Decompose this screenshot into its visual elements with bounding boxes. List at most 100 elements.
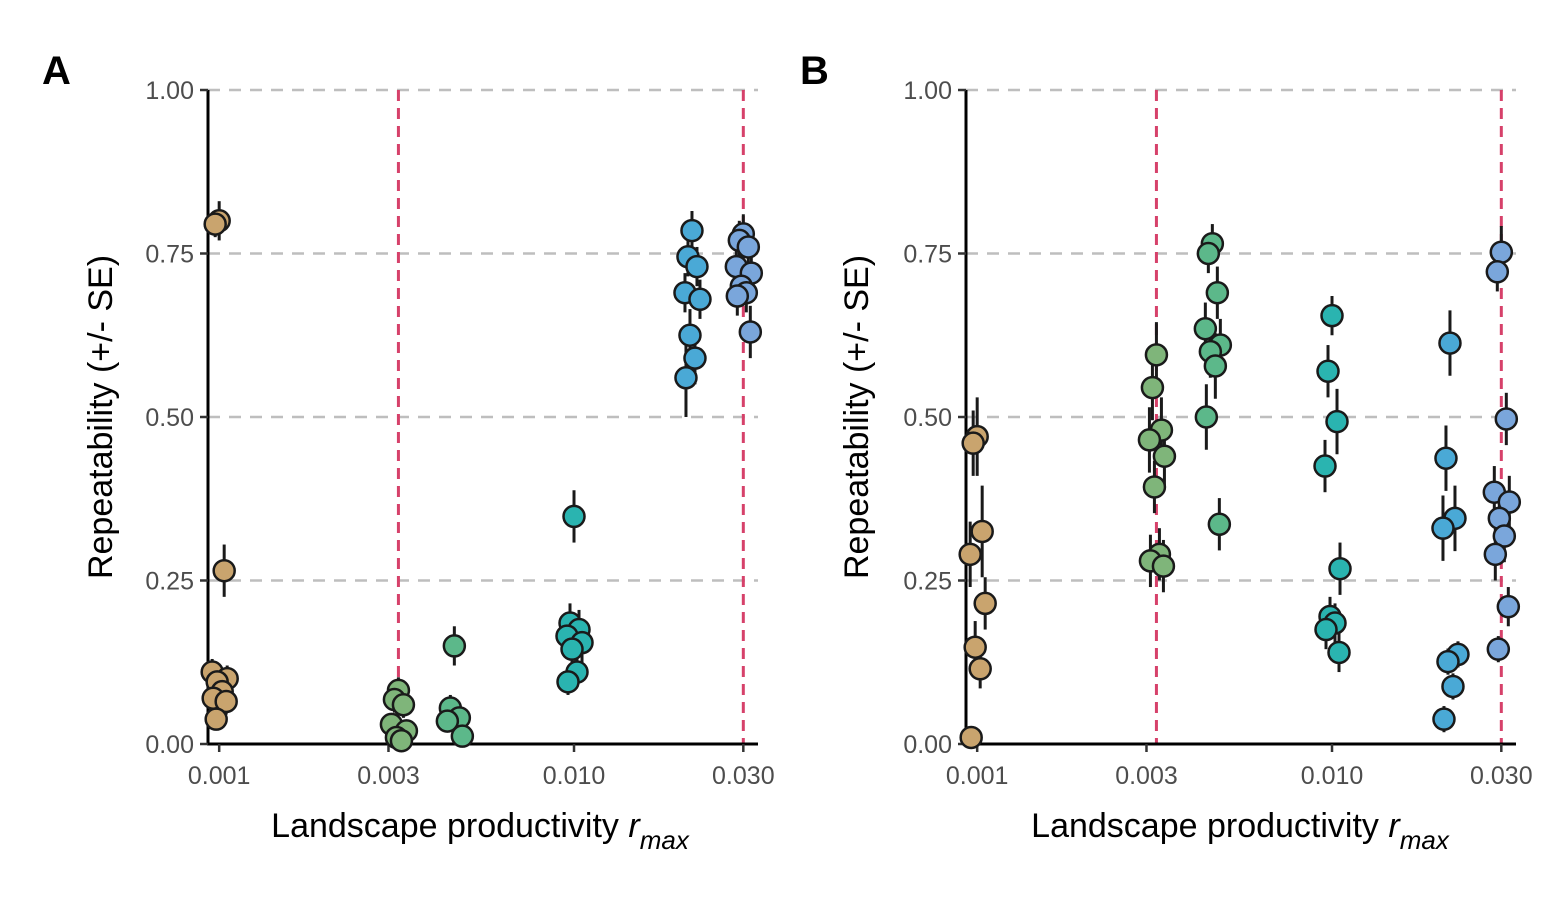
data-point — [1432, 707, 1456, 731]
data-point — [1313, 454, 1337, 478]
data-point — [680, 218, 704, 243]
data-point — [1320, 303, 1344, 328]
data-point — [1205, 280, 1230, 305]
x-tick-label: 0.010 — [543, 762, 606, 790]
data-point — [212, 558, 236, 583]
data-point — [1436, 649, 1460, 674]
data-point — [1486, 637, 1511, 661]
data-point — [963, 635, 987, 659]
data-point — [968, 657, 992, 681]
data-point — [1196, 241, 1221, 266]
series-group — [673, 210, 712, 417]
series-group — [1313, 296, 1352, 673]
series-group — [1431, 310, 1470, 733]
data-point — [1152, 444, 1177, 468]
data-point — [556, 670, 580, 694]
data-point — [1142, 475, 1167, 499]
series-group — [1137, 322, 1177, 593]
data-point — [1431, 516, 1455, 540]
data-point — [1207, 512, 1232, 537]
data-point — [204, 707, 228, 731]
series-group — [1482, 226, 1522, 663]
data-point — [1140, 375, 1165, 400]
data-point — [1494, 407, 1519, 431]
data-point — [1137, 428, 1162, 452]
data-point — [961, 431, 985, 455]
data-point — [674, 366, 698, 390]
data-point — [1438, 331, 1462, 355]
data-point — [560, 637, 584, 661]
y-tick-label: 0.75 — [903, 241, 952, 269]
x-tick-label: 0.001 — [188, 762, 251, 790]
x-tick-label: 0.030 — [1470, 762, 1533, 790]
data-point — [685, 254, 709, 279]
data-point — [1434, 446, 1458, 470]
data-point — [970, 519, 994, 544]
x-axis-title: Landscape productivity rmax — [1031, 807, 1450, 855]
data-point — [1314, 617, 1338, 642]
x-tick-label: 0.010 — [1301, 762, 1364, 790]
data-point — [1151, 554, 1176, 578]
series-group — [555, 490, 594, 695]
data-point — [683, 346, 707, 370]
x-axis-title-main: Landscape productivity — [271, 807, 628, 845]
data-point — [203, 212, 227, 236]
y-tick-label: 0.50 — [145, 404, 194, 432]
series-group — [958, 397, 997, 750]
data-point — [1328, 556, 1352, 581]
panel-b: 0.00 0.25 0.50 0.75 1.00 0.001 0.003 0.010 0.030… — [800, 49, 1533, 855]
series-group — [200, 201, 239, 731]
data-point — [1193, 316, 1218, 341]
data-point — [1441, 674, 1465, 699]
data-point — [1194, 405, 1219, 429]
data-point — [389, 728, 414, 753]
panel-label: B — [800, 49, 829, 93]
series-group — [379, 677, 419, 753]
data-point — [959, 725, 983, 750]
data-point — [391, 693, 416, 717]
data-point — [958, 542, 982, 567]
data-point — [736, 235, 761, 259]
data-point — [562, 504, 586, 529]
series-group — [724, 214, 764, 359]
data-point — [1203, 354, 1228, 378]
y-tick-label: 0.25 — [903, 568, 952, 596]
x-axis-title-main: Landscape productivity — [1031, 807, 1388, 845]
x-axis-title-variable: r — [1388, 807, 1401, 845]
y-tick-label: 0.75 — [145, 241, 194, 269]
panel-a: 0.00 0.25 0.50 0.75 1.00 0.001 0.003 0.010 0.030… — [42, 49, 775, 855]
data-point — [1325, 409, 1349, 434]
data-point — [678, 323, 702, 347]
data-point — [442, 634, 467, 658]
data-point — [1496, 594, 1521, 619]
y-tick-label: 0.00 — [145, 731, 194, 759]
y-tick-label: 0.00 — [903, 731, 952, 759]
x-axis-title-subscript: max — [640, 825, 690, 855]
data-point — [738, 320, 763, 344]
data-point — [1489, 240, 1514, 264]
y-axis-title: Repeatability (+/- SE) — [838, 255, 876, 579]
x-axis-title-subscript: max — [1400, 825, 1450, 855]
data-point — [973, 591, 997, 616]
data-point — [688, 287, 712, 312]
data-point — [1316, 359, 1340, 383]
y-axis-title: Repeatability (+/- SE) — [82, 255, 120, 579]
x-tick-label: 0.003 — [1115, 762, 1178, 790]
y-tick-label: 0.25 — [145, 568, 194, 596]
panel-label: A — [42, 49, 71, 93]
data-point — [1327, 640, 1351, 665]
x-tick-label: 0.003 — [357, 762, 420, 790]
data-point — [450, 724, 475, 748]
series-group — [1193, 224, 1233, 551]
data-point — [1483, 542, 1508, 567]
data-point — [1144, 343, 1169, 367]
y-tick-label: 0.50 — [903, 404, 952, 432]
data-point — [1485, 260, 1510, 284]
data-point — [214, 689, 238, 714]
x-tick-label: 0.001 — [946, 762, 1009, 790]
x-tick-label: 0.030 — [712, 762, 775, 790]
data-point — [435, 709, 460, 733]
x-axis-title: Landscape productivity rmax — [271, 807, 690, 855]
series-group — [435, 626, 475, 748]
